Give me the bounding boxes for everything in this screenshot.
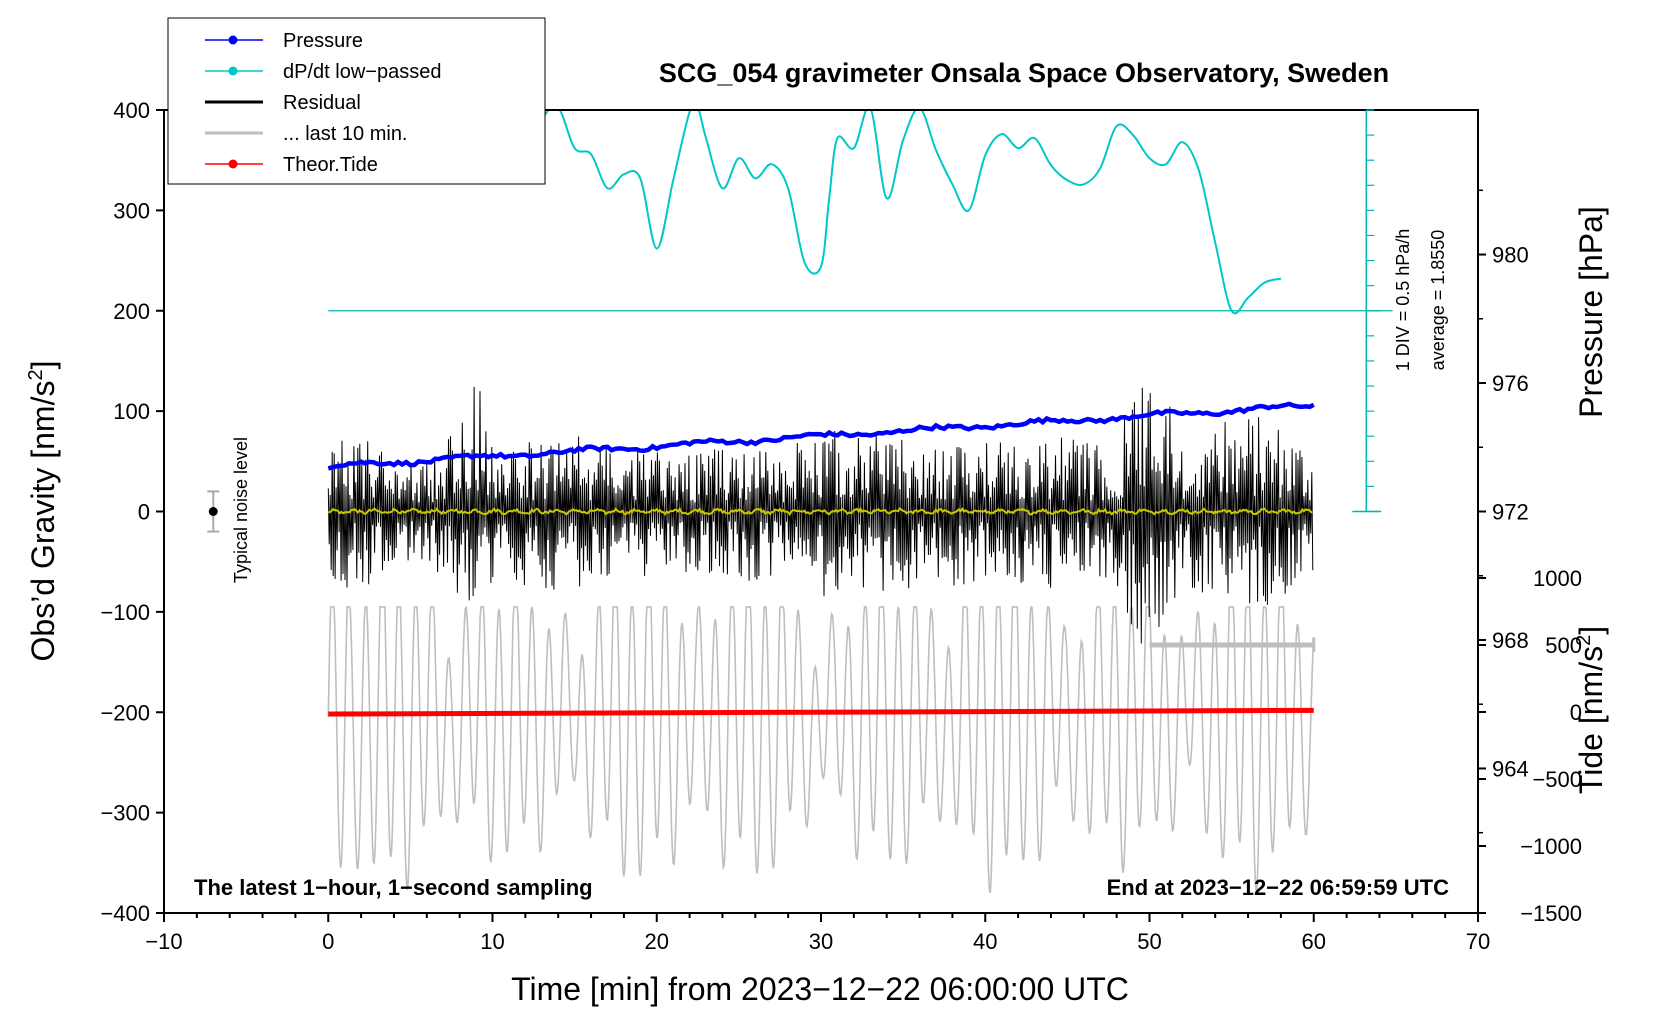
- dpdt-scale-label: 1 DIV = 0.5 hPa/h: [1393, 229, 1413, 372]
- y-axis-left: 400 300 200 100 0 −100 −200 −300 −400: [100, 98, 164, 926]
- y-tick-label: 100: [113, 399, 150, 424]
- tide-tick-label: 500: [1545, 633, 1582, 658]
- y-tick-label: 400: [113, 98, 150, 123]
- pressure-tick-label: 976: [1492, 371, 1529, 396]
- pressure-tick-label: 972: [1492, 500, 1529, 525]
- residual-smoothed-trace: [328, 506, 1313, 517]
- legend-label: dP/dt low−passed: [283, 61, 441, 83]
- pressure-tick-label: 964: [1492, 756, 1529, 781]
- tide-tick-label: −1500: [1520, 901, 1582, 926]
- residual-broadband-trace: [327, 604, 1315, 894]
- tide-axis-title: Tide [nm/s2]: [1573, 626, 1609, 794]
- x-tick-label: 60: [1302, 929, 1326, 954]
- y-tick-label: −100: [100, 600, 150, 625]
- legend-label: Theor.Tide: [283, 154, 378, 176]
- tide-tick-label: 1000: [1533, 566, 1582, 591]
- y-axis-left-title-sup: 2: [25, 369, 47, 380]
- x-tick-label: 40: [973, 929, 997, 954]
- legend-label: Residual: [283, 92, 361, 114]
- x-axis-title: Time [min] from 2023−12−22 06:00:00 UTC: [511, 971, 1129, 1007]
- pressure-tick-label: 980: [1492, 243, 1529, 268]
- y-tick-label: −200: [100, 700, 150, 725]
- pressure-trace: [327, 401, 1315, 471]
- legend-marker: [228, 66, 238, 76]
- tide-tick-label: 0: [1570, 700, 1582, 725]
- x-tick-label: 30: [809, 929, 833, 954]
- y-tick-label: 200: [113, 299, 150, 324]
- y-tick-label: −400: [100, 901, 150, 926]
- dpdt-average-label: average = 1.8550: [1428, 230, 1448, 371]
- noise-label: Typical noise level: [231, 437, 251, 583]
- tide-trace: [328, 707, 1314, 717]
- x-tick-label: 50: [1137, 929, 1161, 954]
- pressure-axis-title: Pressure [hPa]: [1573, 206, 1609, 418]
- y-tick-label: 0: [138, 500, 150, 525]
- x-tick-label: −10: [145, 929, 182, 954]
- y-tick-label: 300: [113, 198, 150, 223]
- series-layer: [327, 110, 1393, 894]
- y-axis-left-title-base: Obs’d Gravity [nm/s: [25, 381, 61, 662]
- legend-label: ... last 10 min.: [283, 123, 408, 145]
- noise-indicator: Typical noise level: [207, 437, 251, 583]
- tide-axis-title-base: Tide [nm/s: [1573, 646, 1609, 794]
- legend: Pressure dP/dt low−passed Residual ... last…: [167, 17, 546, 185]
- tide-axis-title-close: ]: [1573, 626, 1609, 635]
- tide-tick-label: −1000: [1520, 834, 1582, 859]
- x-tick-label: 70: [1466, 929, 1490, 954]
- legend-marker: [228, 159, 238, 169]
- x-axis: −10 0 10 20 30 40 50 60 70: [145, 913, 1490, 954]
- dpdt-trace: [409, 110, 1282, 315]
- legend-label: Pressure: [283, 30, 363, 52]
- legend-marker: [228, 35, 238, 45]
- residual-trace: [327, 386, 1314, 644]
- chart-title: SCG_054 gravimeter Onsala Space Observat…: [659, 58, 1389, 88]
- x-tick-label: 10: [480, 929, 504, 954]
- tide-axis: 1000 500 0 −500 −1000 −1500: [1478, 566, 1582, 926]
- note-left: The latest 1−hour, 1−second sampling: [194, 875, 593, 900]
- x-tick-label: 0: [322, 929, 334, 954]
- y-axis-left-title: Obs’d Gravity [nm/s2]: [25, 361, 61, 662]
- dpdt-scale: 1 DIV = 0.5 hPa/h average = 1.8550: [1352, 109, 1448, 513]
- x-tick-label: 20: [645, 929, 669, 954]
- y-axis-left-title-close: ]: [25, 361, 61, 370]
- note-right: End at 2023−12−22 06:59:59 UTC: [1107, 875, 1450, 900]
- noise-dot: [208, 507, 218, 516]
- pressure-axis: 980 976 972 968 964: [1478, 189, 1529, 834]
- tide-axis-title-sup: 2: [1573, 635, 1595, 646]
- tide-tick-label: −500: [1532, 767, 1582, 792]
- y-tick-label: −300: [100, 801, 150, 826]
- pressure-tick-label: 968: [1492, 628, 1529, 653]
